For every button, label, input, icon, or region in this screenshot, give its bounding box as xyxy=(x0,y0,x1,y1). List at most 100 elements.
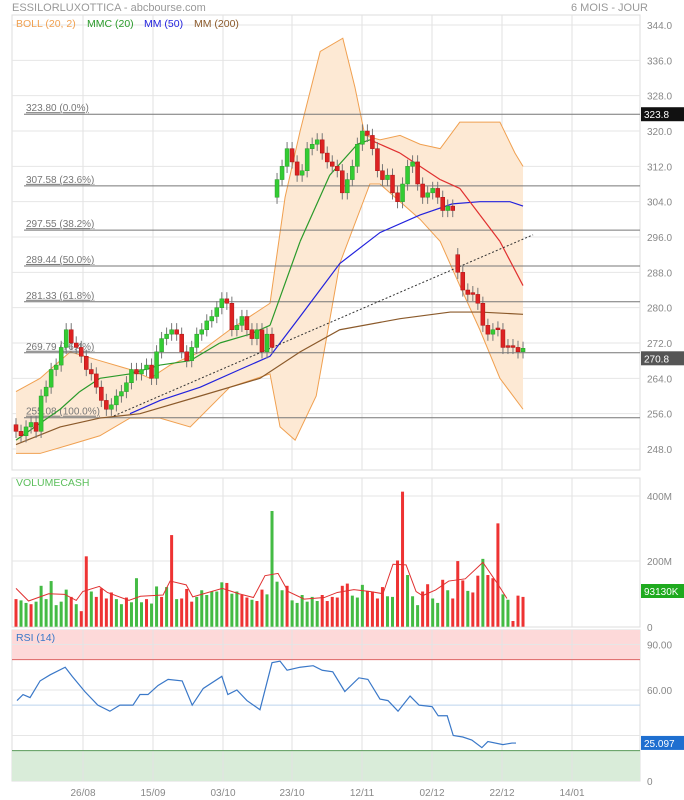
candle-body xyxy=(465,289,471,295)
volume-bar xyxy=(245,597,249,627)
volume-bar xyxy=(365,590,369,627)
volume-bar xyxy=(155,586,159,627)
candle-body xyxy=(380,170,385,180)
volume-bar xyxy=(416,605,420,627)
candle-body xyxy=(194,333,199,348)
rsi-tick-label: 0 xyxy=(647,777,653,788)
candle-body xyxy=(505,345,511,348)
candle-body xyxy=(184,351,189,361)
price-tick-label: 248.0 xyxy=(647,445,672,456)
fib-high-tag: 323.8 xyxy=(644,110,669,121)
volume-bar xyxy=(59,601,63,627)
legend: BOLL (20, 2) MMC (20) MM (50) MM (200) xyxy=(16,18,239,30)
volume-bar xyxy=(370,591,374,627)
candle-body xyxy=(84,356,89,370)
candle-body xyxy=(249,329,255,339)
candle-body xyxy=(104,400,109,410)
volume-tick-label: 400M xyxy=(647,492,672,503)
rsi-line xyxy=(16,660,516,749)
mmc20-segment xyxy=(159,360,191,366)
candle-body xyxy=(154,351,159,379)
volume-bar xyxy=(89,591,93,627)
price-tick-label: 320.0 xyxy=(647,127,672,138)
candle-body xyxy=(515,347,521,353)
fibonacci-label: 289.44 (50.0%) xyxy=(26,255,94,266)
candle-body xyxy=(480,303,486,326)
candle-body xyxy=(495,327,501,331)
volume-bar xyxy=(255,601,259,627)
volume-bar xyxy=(19,600,23,627)
candle-body xyxy=(309,144,315,149)
candle-body xyxy=(274,179,280,198)
candle-body xyxy=(330,161,335,167)
candle-body xyxy=(189,347,194,361)
volume-bar xyxy=(145,599,149,627)
date-tick-label: 14/01 xyxy=(559,788,584,799)
volume-bar xyxy=(44,599,48,627)
candle-body xyxy=(450,205,455,211)
volume-bar xyxy=(195,596,199,627)
volume-bar xyxy=(320,595,324,627)
period-label[interactable]: 6 MOIS - JOUR xyxy=(571,2,648,14)
candle-body xyxy=(470,292,476,295)
candle-body xyxy=(460,272,466,291)
volume-bar xyxy=(240,595,244,627)
volume-bar xyxy=(235,591,239,627)
candle-body xyxy=(209,316,215,322)
volume-bar xyxy=(39,585,43,627)
mm50-line xyxy=(129,201,524,415)
candle-body xyxy=(370,135,375,149)
last-rsi-tag: 25.097 xyxy=(644,739,675,750)
date-tick-label: 22/12 xyxy=(489,788,514,799)
candle-body xyxy=(58,347,64,366)
price-tick-label: 264.0 xyxy=(647,374,672,385)
price-tick-label: 304.0 xyxy=(647,198,672,209)
volume-bar xyxy=(79,611,83,627)
volume-bar xyxy=(290,600,294,627)
candle-body xyxy=(144,364,149,370)
volume-bar xyxy=(34,601,38,627)
candle-body xyxy=(410,161,415,167)
price-tick-label: 272.0 xyxy=(647,339,672,350)
last-price-tag: 270.8 xyxy=(644,354,669,365)
volume-bar xyxy=(54,605,58,627)
volume-bar xyxy=(401,491,405,627)
volume-bar xyxy=(466,590,470,627)
mmc20-segment xyxy=(59,391,81,410)
volume-bar xyxy=(69,596,73,627)
volume-bar xyxy=(380,587,384,627)
chart-title: ESSILORLUXOTTICA - abcbourse.com xyxy=(12,2,206,14)
volume-bar xyxy=(516,595,520,627)
bollinger-fill xyxy=(16,38,524,454)
volume-bar xyxy=(476,575,480,627)
volume-bar xyxy=(150,603,154,627)
volume-bar xyxy=(74,604,78,627)
mmc20-segment xyxy=(269,241,301,326)
volume-bar xyxy=(260,589,264,627)
date-tick-label: 26/08 xyxy=(70,788,95,799)
volume-bar xyxy=(451,598,455,627)
price-tick-label: 344.0 xyxy=(647,21,672,32)
volume-bar xyxy=(325,601,329,627)
candle-body xyxy=(199,329,204,335)
candle-body xyxy=(38,395,44,432)
volume-bar xyxy=(350,595,354,627)
volume-bar xyxy=(375,598,379,627)
fibonacci-label: 255.08 (100.0%) xyxy=(26,407,100,418)
candle-body xyxy=(73,342,79,348)
volume-bar xyxy=(315,601,319,627)
candle-body xyxy=(214,307,220,317)
candle-body xyxy=(53,364,59,370)
axis-labels: 344.0 336.0 328.0 320.0 312.0 304.0 296.0 288.0… xyxy=(70,21,684,799)
legend-mm50: MM (50) xyxy=(144,18,183,30)
volume-bar xyxy=(340,585,344,627)
candle-body xyxy=(159,338,164,353)
volume-bar xyxy=(160,596,164,627)
fib-high-tag-bg xyxy=(641,107,684,122)
price-tick-label: 296.0 xyxy=(647,233,672,244)
date-tick-label: 15/09 xyxy=(140,788,165,799)
candle-body xyxy=(440,197,445,211)
volume-bar xyxy=(24,602,28,627)
candle-body xyxy=(239,316,245,326)
